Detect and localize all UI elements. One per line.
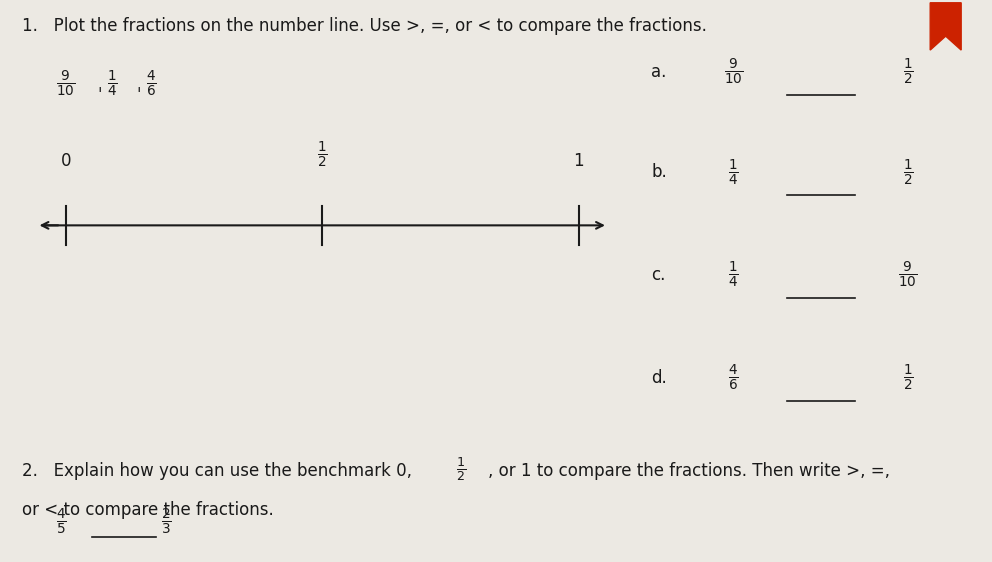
Text: $\frac{1}{2}$: $\frac{1}{2}$ xyxy=(456,455,466,483)
Text: $\frac{1}{4}$: $\frac{1}{4}$ xyxy=(728,157,739,188)
Text: 1: 1 xyxy=(573,152,584,170)
Text: d.: d. xyxy=(652,369,668,387)
Text: 1.   Plot the fractions on the number line. Use >, =, or < to compare the fracti: 1. Plot the fractions on the number line… xyxy=(22,17,707,35)
Text: $\frac{1}{2}$: $\frac{1}{2}$ xyxy=(316,139,327,170)
Text: $\frac{1}{4}$: $\frac{1}{4}$ xyxy=(728,260,739,291)
Text: $\frac{9}{10}$: $\frac{9}{10}$ xyxy=(56,69,75,98)
Text: ': ' xyxy=(97,86,102,103)
Text: , or 1 to compare the fractions. Then write >, =,: , or 1 to compare the fractions. Then wr… xyxy=(488,462,890,480)
Text: $\frac{4}{5}$: $\frac{4}{5}$ xyxy=(56,507,66,537)
Text: c.: c. xyxy=(652,266,666,284)
Text: a.: a. xyxy=(652,64,667,81)
Polygon shape xyxy=(930,3,961,50)
Text: $\frac{4}{6}$: $\frac{4}{6}$ xyxy=(728,364,739,393)
Text: ': ' xyxy=(136,86,141,103)
Text: or < to compare the fractions.: or < to compare the fractions. xyxy=(22,501,274,519)
Text: $\frac{9}{10}$: $\frac{9}{10}$ xyxy=(898,260,918,291)
Text: $\frac{1}{2}$: $\frac{1}{2}$ xyxy=(903,157,914,188)
Text: $\frac{4}{6}$: $\frac{4}{6}$ xyxy=(146,69,157,98)
Text: 0: 0 xyxy=(61,152,71,170)
Text: $\frac{1}{2}$: $\frac{1}{2}$ xyxy=(903,364,914,393)
Text: $\frac{1}{2}$: $\frac{1}{2}$ xyxy=(903,57,914,87)
Text: 2.   Explain how you can use the benchmark 0,: 2. Explain how you can use the benchmark… xyxy=(22,462,412,480)
Text: $\frac{2}{3}$: $\frac{2}{3}$ xyxy=(161,507,172,537)
Text: $\frac{9}{10}$: $\frac{9}{10}$ xyxy=(724,57,743,87)
Text: b.: b. xyxy=(652,164,668,182)
Text: $\frac{1}{4}$: $\frac{1}{4}$ xyxy=(107,69,118,98)
